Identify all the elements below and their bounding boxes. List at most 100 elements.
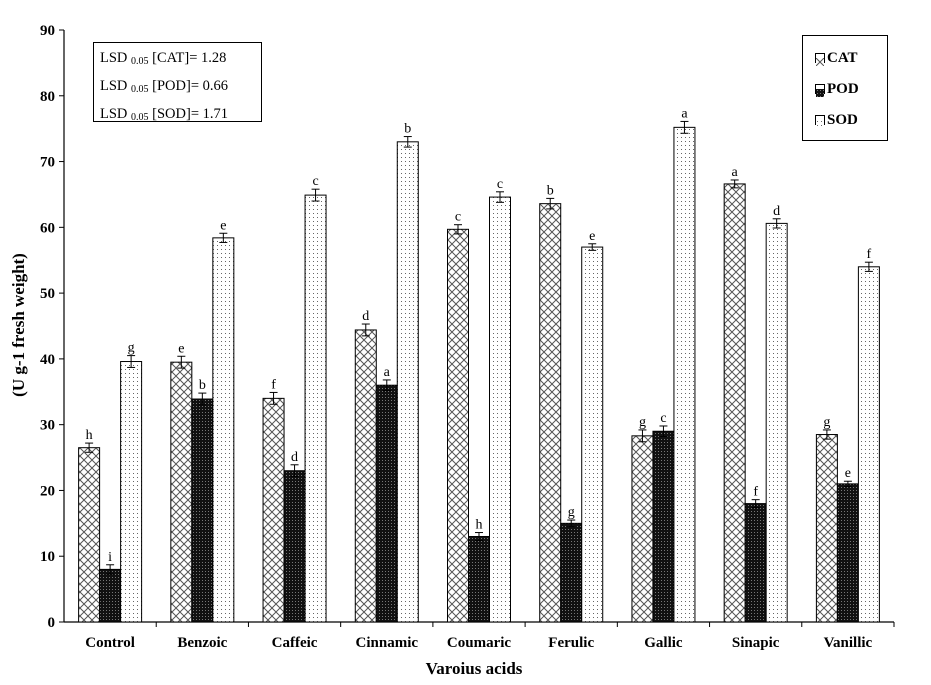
bar-cat <box>815 434 838 623</box>
lsd-subscript: 0.05 <box>131 84 149 95</box>
bar-cat <box>262 397 285 623</box>
significance-letter: g <box>639 415 646 430</box>
x-category-label: Vanillic <box>824 635 873 651</box>
significance-letter: b <box>547 183 554 198</box>
significance-letter: d <box>291 450 298 465</box>
legend-swatch-pod <box>815 84 825 97</box>
bar-sod <box>857 266 880 623</box>
lsd-annotation-box: LSD 0.05 [CAT]= 1.28 LSD 0.05 [POD]= 0.6… <box>93 42 262 123</box>
x-category-label: Coumaric <box>447 635 511 651</box>
lsd-subscript: 0.05 <box>131 56 149 67</box>
lsd-line-cat: LSD 0.05 [CAT]= 1.28 <box>100 46 261 74</box>
x-category-label: Sinapic <box>732 635 780 651</box>
significance-letter: d <box>773 204 780 219</box>
bar-sod <box>489 196 511 623</box>
significance-letter: e <box>845 466 851 481</box>
lsd-line-sod: LSD 0.05 [SOD]= 1.71 <box>100 102 261 130</box>
bar-pod <box>560 522 583 623</box>
bar-pod <box>836 483 859 623</box>
significance-letter: d <box>362 309 369 324</box>
significance-letter: f <box>271 377 276 392</box>
legend-label-cat: CAT <box>827 49 858 66</box>
bar-sod <box>212 237 235 623</box>
lsd-value: [CAT]= 1.28 <box>152 50 227 66</box>
significance-letter: h <box>86 428 93 443</box>
bar-sod <box>396 141 419 623</box>
y-tick-label: 10 <box>40 549 55 565</box>
legend-label-pod: POD <box>827 80 859 97</box>
y-tick-label: 90 <box>40 23 55 39</box>
x-category-label: Ferulic <box>548 635 594 651</box>
significance-letter: b <box>199 378 206 393</box>
x-axis-title: Varoius acids <box>426 659 523 678</box>
bar-pod <box>375 384 398 623</box>
lsd-value: [POD]= 0.66 <box>152 78 228 94</box>
significance-letter: i <box>108 550 112 565</box>
y-tick-label: 60 <box>40 220 55 236</box>
bar-cat <box>170 361 193 623</box>
x-category-label: Caffeic <box>272 635 318 651</box>
significance-letter: e <box>589 229 595 244</box>
y-tick-label: 0 <box>48 615 56 631</box>
bar-pod <box>99 568 122 623</box>
significance-letter: a <box>732 165 739 180</box>
bar-cat <box>723 183 746 623</box>
legend-item-cat: CAT <box>815 50 858 66</box>
significance-letter: f <box>867 247 872 262</box>
bar-sod <box>581 246 604 623</box>
significance-letter: c <box>660 411 666 426</box>
bar-sod <box>120 361 143 623</box>
x-category-label: Benzoic <box>177 635 227 651</box>
significance-letter: f <box>753 485 758 500</box>
significance-letter: g <box>568 505 575 520</box>
bar-pod <box>191 398 214 623</box>
lsd-value: [SOD]= 1.71 <box>152 106 228 122</box>
plot-area: 0 10 20 30 40 50 60 70 80 90 Control h i g Benzoic e b e C… <box>40 23 895 651</box>
lsd-subscript: 0.05 <box>131 112 149 123</box>
bar-cat <box>354 329 377 623</box>
legend-swatch-sod <box>815 115 825 128</box>
y-tick-label: 80 <box>40 89 55 105</box>
bar-sod <box>304 194 327 623</box>
bar-pod <box>468 535 490 623</box>
legend-item-pod: POD <box>815 81 859 97</box>
bar-cat <box>447 228 469 623</box>
significance-letter: a <box>384 365 391 380</box>
bar-pod <box>744 503 767 623</box>
significance-letter: e <box>220 218 226 233</box>
significance-letter: c <box>497 177 503 192</box>
legend-label-sod: SOD <box>827 111 858 128</box>
bar-cat <box>539 203 562 623</box>
x-category-label: Gallic <box>644 635 683 651</box>
y-tick-label: 50 <box>40 286 55 302</box>
legend: CAT POD SOD <box>802 35 888 141</box>
significance-letter: a <box>681 106 688 121</box>
significance-letter: c <box>455 210 461 225</box>
y-tick-label: 30 <box>40 418 55 434</box>
significance-letter: b <box>404 122 411 137</box>
legend-swatch-cat <box>815 53 825 66</box>
bar-cat <box>631 435 654 623</box>
bar-pod <box>283 470 306 623</box>
lsd-prefix: LSD <box>100 78 128 94</box>
y-tick-label: 70 <box>40 155 55 171</box>
bar-sod <box>673 126 696 623</box>
lsd-line-pod: LSD 0.05 [POD]= 0.66 <box>100 74 261 102</box>
significance-letter: g <box>823 415 830 430</box>
lsd-prefix: LSD <box>100 106 128 122</box>
y-axis-title: (U g-1 fresh weight) <box>9 253 28 397</box>
significance-letter: h <box>476 518 483 533</box>
bar-cat <box>78 447 101 623</box>
y-tick-label: 20 <box>40 483 55 499</box>
bar-pod <box>652 430 675 623</box>
lsd-prefix: LSD <box>100 50 128 66</box>
x-category-label: Control <box>85 635 135 651</box>
significance-letter: g <box>128 341 135 356</box>
significance-letter: e <box>178 341 184 356</box>
bar-sod <box>765 222 788 623</box>
legend-item-sod: SOD <box>815 112 858 128</box>
y-tick-label: 40 <box>40 352 55 368</box>
significance-letter: c <box>312 174 318 189</box>
x-category-label: Cinnamic <box>356 635 419 651</box>
